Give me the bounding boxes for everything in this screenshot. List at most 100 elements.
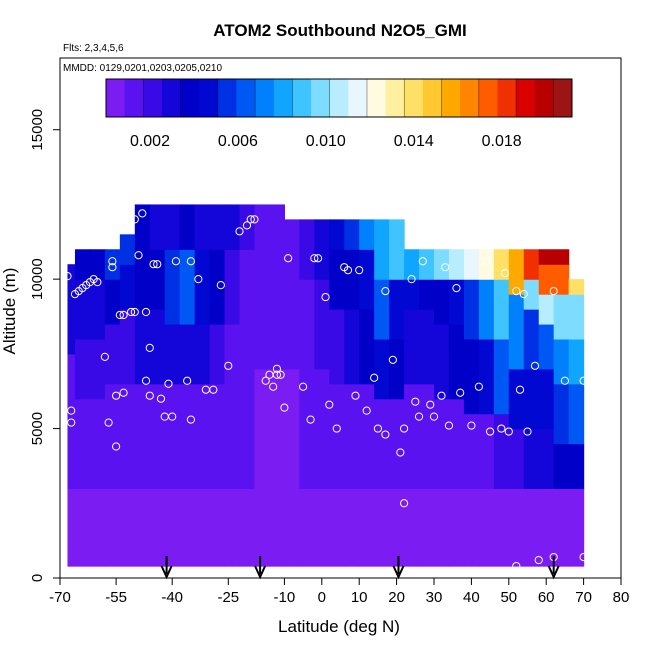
heatmap-cell [448, 488, 465, 567]
heatmap-cell [508, 249, 525, 295]
heatmap-cell [164, 204, 181, 250]
colorbar-frame [105, 78, 573, 118]
flight-point [280, 403, 289, 412]
colorbar-segment [534, 79, 554, 117]
heatmap-cell [374, 338, 390, 400]
flight-point [497, 569, 506, 578]
heatmap-cell [553, 264, 570, 295]
flight-point [164, 379, 173, 388]
flight-point [276, 370, 285, 379]
heatmap-cell [194, 249, 211, 325]
colorbar-segment [404, 79, 424, 117]
flight-point [216, 281, 225, 290]
heatmap-cell [74, 249, 91, 280]
heatmap-cell [104, 383, 121, 489]
heatmap-cell [404, 383, 420, 489]
x-axis: -70 -55 -40 -25 -10 0 10 20 30 40 50 60 70 80 [49, 578, 629, 606]
heatmap-cell [493, 338, 510, 415]
heatmap-cell [344, 383, 360, 489]
heatmap-cell [179, 383, 196, 489]
flight-point [205, 569, 214, 578]
flight-point [347, 569, 356, 578]
heatmap-cell [389, 398, 405, 489]
heatmap-cell [359, 219, 375, 250]
heatmap-cell [493, 488, 510, 567]
x-tick-label: 30 [426, 589, 443, 606]
heatmap-cell [89, 398, 106, 489]
heatmap-cell [134, 383, 151, 489]
heatmap-cell [67, 294, 76, 355]
flight-point [171, 257, 181, 266]
x-tick-label: 80 [613, 589, 630, 606]
x-tick-label: 0 [318, 589, 326, 606]
heatmap-cell [314, 488, 330, 567]
flight-point [396, 448, 405, 457]
heatmap-cell [194, 488, 211, 567]
flight-point [328, 569, 338, 578]
flight-point [153, 260, 162, 269]
heatmap-cell [224, 204, 241, 250]
x-axis-label: Latitude (deg N) [278, 617, 400, 636]
flight-point [530, 361, 540, 370]
arrow-head [392, 565, 405, 580]
colorbar-segment [478, 79, 498, 117]
heatmap-cell [404, 279, 420, 310]
heatmap-cell [209, 204, 226, 250]
heatmap-field [67, 204, 585, 567]
colorbar-segment [236, 79, 256, 117]
heatmap-cell [463, 338, 480, 415]
flight-point [115, 310, 124, 320]
flight-point [299, 382, 308, 391]
heatmap-cell [149, 488, 166, 567]
heatmap-cell [134, 264, 151, 310]
flight-point [104, 418, 113, 427]
heatmap-cell [194, 204, 211, 250]
flight-point [523, 427, 532, 436]
flight-point [482, 257, 491, 266]
flight-point [141, 307, 151, 317]
flight-point [500, 269, 510, 278]
heatmap-cell [209, 383, 226, 489]
colorbar-segment [366, 79, 387, 117]
heatmap-cell [329, 488, 345, 567]
flight-point [579, 552, 588, 562]
heatmap-cell [374, 219, 390, 280]
heatmap-cell [553, 338, 570, 385]
heatmap-cell [434, 279, 450, 325]
flight-point [388, 355, 397, 364]
colorbar-tick-label: 0.006 [218, 133, 258, 150]
x-tick-label: -10 [274, 589, 296, 606]
heatmap-cell [224, 488, 241, 567]
heatmap-cell [568, 338, 585, 385]
chart-title: ATOM2 Southbound N2O5_GMI [213, 21, 466, 40]
heatmap-cell [508, 368, 525, 430]
heatmap-cell [149, 204, 166, 250]
flight-point [534, 555, 543, 565]
flight-point [63, 569, 72, 578]
flight-point [351, 391, 360, 400]
colorbar-segment [217, 79, 237, 117]
heatmap-cell [404, 249, 420, 280]
flight-point [343, 266, 353, 275]
colorbar-segment [553, 79, 573, 117]
heatmap-cell [389, 219, 405, 280]
flight-point [183, 376, 192, 385]
flight-point [145, 343, 154, 352]
colorbar-ticks: 0.002 0.006 0.010 0.014 0.018 [130, 133, 522, 150]
colorbar-segment [199, 79, 219, 117]
flight-point [467, 421, 476, 430]
heatmap-cell [404, 309, 420, 385]
y-tick-label: 5000 [29, 412, 46, 445]
flight-point [246, 215, 255, 224]
heatmap-cell [119, 264, 136, 310]
heatmap-cell [523, 309, 540, 370]
heatmap-cell [463, 413, 480, 489]
y-tick-label: 0 [29, 574, 46, 582]
heatmap-cell [344, 219, 360, 250]
x-tick-label: 40 [463, 589, 480, 606]
flight-point [186, 415, 195, 424]
colorbar-tick-label: 0.018 [482, 133, 522, 150]
flight-point [310, 569, 319, 578]
heatmap-cell [149, 249, 166, 310]
flight-point [373, 424, 382, 433]
